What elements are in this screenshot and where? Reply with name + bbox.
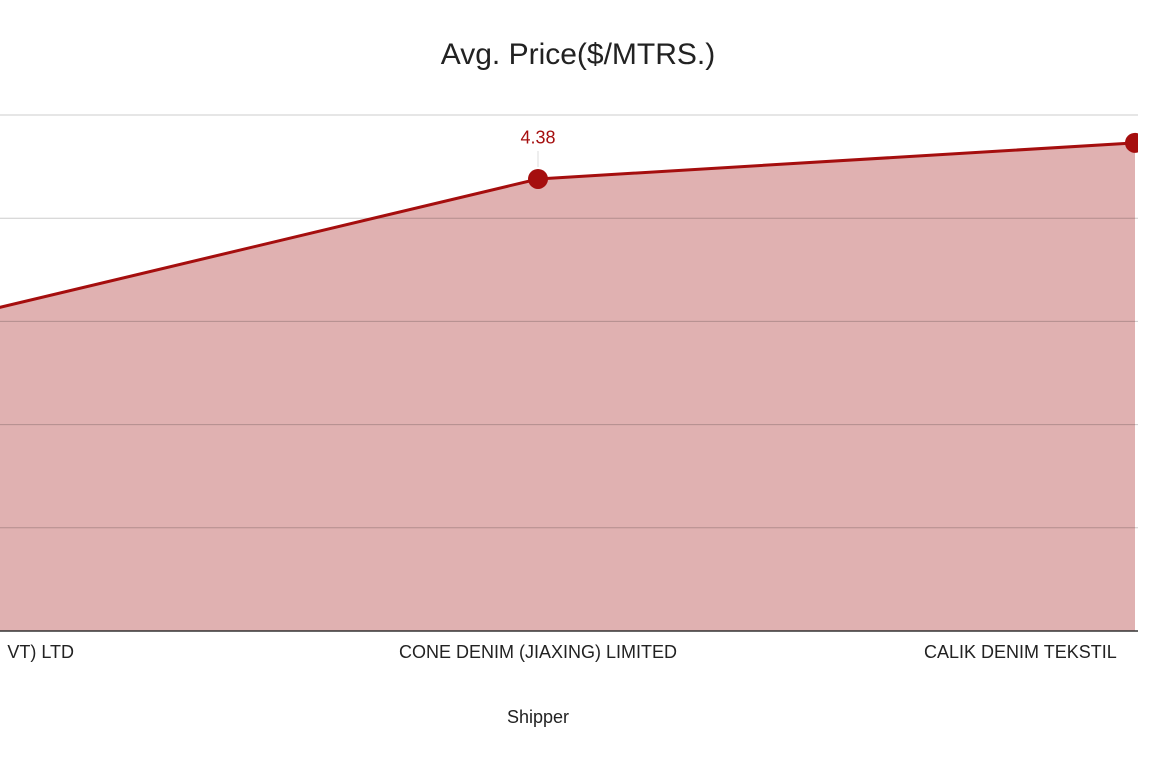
data-label: 4.38 bbox=[520, 128, 555, 148]
x-tick-label: CALIK DENIM TEKSTIL bbox=[924, 642, 1117, 662]
x-axis-title: Shipper bbox=[507, 707, 569, 727]
x-tick-label: CONE DENIM (JIAXING) LIMITED bbox=[399, 642, 677, 662]
chart-title: Avg. Price($/MTRS.) bbox=[441, 38, 716, 71]
x-tick-label: VT) LTD bbox=[7, 642, 74, 662]
area-fill bbox=[0, 142, 1135, 631]
plot-area bbox=[0, 114, 1138, 632]
point bbox=[1125, 132, 1138, 153]
point bbox=[528, 168, 548, 189]
